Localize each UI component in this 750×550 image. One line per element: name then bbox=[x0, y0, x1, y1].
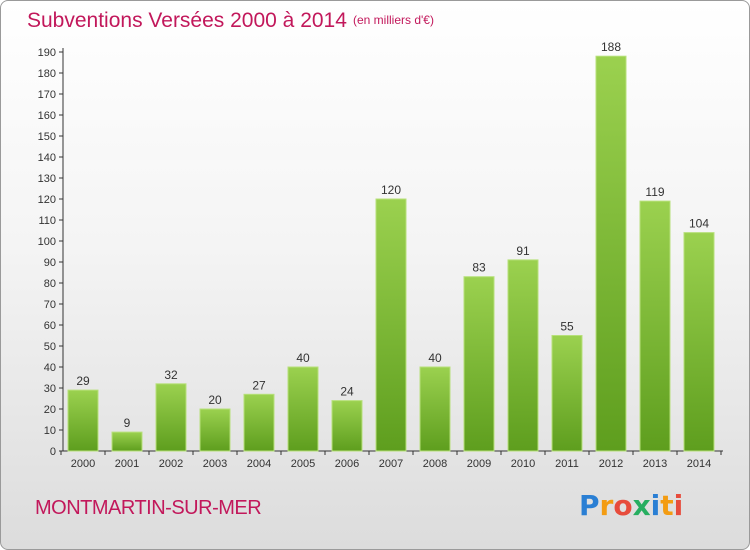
data-label: 32 bbox=[164, 368, 178, 382]
data-label: 83 bbox=[472, 261, 486, 275]
y-tick-label: 50 bbox=[44, 341, 56, 353]
data-label: 24 bbox=[340, 385, 354, 399]
bar bbox=[67, 389, 99, 452]
logo-letter: o bbox=[613, 489, 633, 522]
commune-name: MONTMARTIN-SUR-MER bbox=[35, 497, 262, 519]
x-tick-label: 2014 bbox=[687, 458, 711, 470]
y-tick-label: 10 bbox=[44, 425, 56, 437]
y-tick-label: 0 bbox=[50, 446, 56, 458]
y-tick-label: 40 bbox=[44, 362, 56, 374]
bar bbox=[683, 232, 715, 452]
bar bbox=[595, 55, 627, 452]
bar bbox=[375, 198, 407, 452]
logo-letter: i bbox=[673, 489, 684, 522]
bar bbox=[507, 259, 539, 452]
x-tick-label: 2011 bbox=[555, 458, 579, 470]
y-tick-label: 150 bbox=[38, 131, 56, 143]
bar bbox=[419, 366, 451, 452]
data-label: 120 bbox=[381, 183, 401, 197]
y-tick-label: 20 bbox=[44, 404, 56, 416]
x-tick-label: 2013 bbox=[643, 458, 667, 470]
data-label: 188 bbox=[601, 40, 621, 54]
data-labels: 29 9 32 20 27 40 24 120 40 83 91 55 188 119 104 bbox=[76, 40, 709, 430]
bar bbox=[199, 408, 231, 452]
y-tick-label: 110 bbox=[38, 215, 56, 227]
bar bbox=[287, 366, 319, 452]
y-tick-label: 90 bbox=[44, 257, 56, 269]
y-tick-label: 180 bbox=[38, 68, 56, 80]
chart-title: Subventions Versées 2000 à 2014 bbox=[27, 9, 347, 32]
data-label: 104 bbox=[689, 217, 709, 231]
data-label: 55 bbox=[560, 320, 574, 334]
y-tick-label: 140 bbox=[38, 152, 56, 164]
proxiti-logo: Proxiti bbox=[579, 489, 683, 522]
y-tick-label: 70 bbox=[44, 299, 56, 311]
x-tick-label: 2007 bbox=[379, 458, 403, 470]
x-tick-label: 2006 bbox=[335, 458, 359, 470]
y-tick-label: 120 bbox=[38, 194, 56, 206]
y-tick-label: 170 bbox=[38, 89, 56, 101]
bar bbox=[331, 400, 363, 452]
data-label: 40 bbox=[428, 351, 442, 365]
x-tick-label: 2005 bbox=[291, 458, 315, 470]
x-tick-label: 2002 bbox=[159, 458, 183, 470]
x-tick-label: 2010 bbox=[511, 458, 535, 470]
x-tick-label: 2000 bbox=[71, 458, 95, 470]
x-tick-label: 2009 bbox=[467, 458, 491, 470]
data-label: 27 bbox=[252, 378, 266, 392]
bar bbox=[111, 431, 143, 452]
data-label: 20 bbox=[208, 393, 222, 407]
bar bbox=[463, 276, 495, 452]
bar bbox=[155, 383, 187, 452]
y-tick-label: 30 bbox=[44, 383, 56, 395]
y-tick-label: 190 bbox=[38, 47, 56, 59]
y-tick-label: 100 bbox=[38, 236, 56, 248]
data-label: 40 bbox=[296, 351, 310, 365]
logo-letter: t bbox=[660, 489, 674, 522]
x-tick-label: 2003 bbox=[203, 458, 227, 470]
x-tick-label: 2004 bbox=[247, 458, 271, 470]
x-tick-label: 2008 bbox=[423, 458, 447, 470]
logo-letter: P bbox=[579, 489, 600, 522]
y-tick-label: 160 bbox=[38, 110, 56, 122]
y-tick-label: 130 bbox=[38, 173, 56, 185]
data-label: 29 bbox=[76, 374, 90, 388]
data-label: 9 bbox=[124, 416, 131, 430]
y-tick-label: 80 bbox=[44, 278, 56, 290]
bar bbox=[243, 393, 275, 452]
bar bbox=[639, 200, 671, 452]
logo-letter: i bbox=[650, 489, 661, 522]
y-tick-label: 60 bbox=[44, 320, 56, 332]
bar bbox=[551, 335, 583, 452]
chart-subtitle: (en milliers d'€) bbox=[353, 13, 434, 27]
bars bbox=[67, 55, 715, 452]
data-label: 91 bbox=[516, 244, 530, 258]
logo-letter: x bbox=[632, 489, 651, 522]
x-tick-label: 2001 bbox=[115, 458, 139, 470]
x-tick-label: 2012 bbox=[599, 458, 623, 470]
data-label: 119 bbox=[645, 185, 664, 199]
logo-letter: r bbox=[599, 489, 614, 522]
